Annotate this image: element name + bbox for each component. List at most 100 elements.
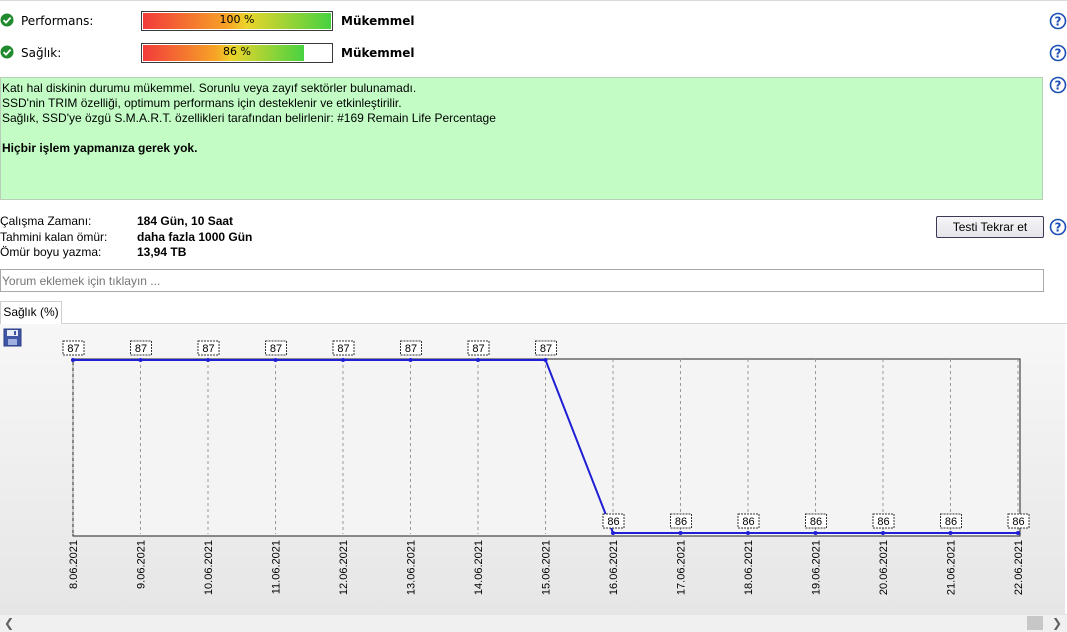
help-icon[interactable]: ?	[1049, 12, 1067, 30]
data-label: 86	[742, 516, 754, 528]
plot-area	[72, 358, 1021, 537]
data-label-box	[1007, 513, 1030, 529]
status-line: Sağlık, SSD'ye özgü S.M.A.R.T. özellikle…	[2, 111, 496, 125]
tab-strip	[0, 323, 1067, 324]
x-tick-label: 22.06.2021	[1013, 540, 1025, 595]
data-label-box	[602, 513, 625, 529]
data-label: 87	[472, 343, 484, 355]
x-tick-label: 15.06.2021	[541, 540, 553, 595]
data-label: 86	[1012, 516, 1024, 528]
x-tick-label: 20.06.2021	[878, 540, 890, 595]
x-tick-label: 8.06.2021	[68, 540, 80, 589]
data-label: 87	[202, 343, 214, 355]
horizontal-scrollbar[interactable]: ❮ ❯	[0, 614, 1067, 632]
x-tick-label: 19.06.2021	[811, 540, 823, 595]
performance-label: Performans:	[21, 14, 94, 28]
data-point	[611, 531, 615, 535]
data-label: 86	[810, 516, 822, 528]
x-tick-label: 14.06.2021	[473, 540, 485, 595]
performance-bar-fill	[143, 13, 331, 29]
comment-input[interactable]	[0, 269, 1044, 292]
remaining-life-value: daha fazla 1000 Gün	[137, 230, 253, 244]
x-tick-label: 12.06.2021	[338, 540, 350, 595]
data-point	[138, 358, 143, 362]
x-tick-label: 18.06.2021	[743, 540, 755, 595]
data-point	[881, 531, 885, 535]
data-point	[408, 358, 413, 362]
data-label-box	[737, 513, 760, 529]
health-chart: 87 8.06.2021 87 9.06.2021 87 10.06.2021 87 11.0…	[62, 340, 1030, 595]
lifetime-writes-label: Ömür boyu yazma:	[0, 245, 102, 259]
scroll-left-icon[interactable]: ❮	[4, 616, 15, 630]
data-point	[71, 358, 75, 362]
data-point	[206, 358, 210, 362]
data-point	[1016, 531, 1020, 535]
x-tick-label: 16.06.2021	[608, 540, 620, 595]
data-label-box	[670, 513, 692, 529]
health-bar: 86 %	[141, 43, 333, 63]
data-label: 86	[945, 516, 957, 528]
data-label-box	[197, 340, 220, 356]
health-label: Sağlık:	[21, 46, 62, 60]
data-label: 87	[540, 343, 552, 355]
status-advice: Hiçbir işlem yapmanıza gerek yok.	[2, 141, 198, 155]
data-label-box	[62, 340, 85, 356]
svg-text:?: ?	[1055, 221, 1062, 235]
data-label-box	[130, 340, 152, 356]
data-label-box	[400, 340, 422, 356]
data-label: 86	[675, 516, 687, 528]
x-tick-label: 9.06.2021	[136, 540, 148, 589]
data-label: 87	[270, 343, 282, 355]
x-tick-label: 10.06.2021	[203, 540, 215, 595]
svg-text:?: ?	[1055, 15, 1062, 29]
data-label: 86	[607, 516, 619, 528]
data-label-box	[940, 513, 962, 529]
data-label: 86	[877, 516, 889, 528]
data-point	[746, 531, 750, 535]
uptime-value: 184 Gün, 10 Saat	[137, 214, 234, 228]
uptime-label: Çalışma Zamanı:	[0, 214, 92, 228]
data-label-box	[332, 340, 355, 356]
save-icon[interactable]	[3, 328, 22, 347]
data-point	[341, 358, 345, 362]
check-icon	[0, 45, 14, 59]
data-label-box	[872, 513, 895, 529]
data-label-box	[535, 340, 557, 356]
data-label-box	[805, 513, 827, 529]
check-icon	[0, 13, 14, 27]
status-line: Katı hal diskinin durumu mükemmel. Sorun…	[2, 81, 417, 95]
x-tick-label: 11.06.2021	[271, 540, 283, 594]
data-label-box	[265, 340, 287, 356]
x-tick-label: 13.06.2021	[406, 540, 418, 595]
lifetime-writes-value: 13,94 TB	[137, 245, 187, 259]
retest-button[interactable]: Testi Tekrar et	[936, 216, 1044, 238]
data-point	[678, 531, 683, 535]
scrollbar-thumb[interactable]	[1027, 616, 1043, 630]
data-point	[273, 358, 278, 362]
x-tick-label: 21.06.2021	[946, 540, 958, 595]
data-label: 87	[67, 343, 79, 355]
health-bar-value: 86 %	[223, 45, 251, 58]
help-icon[interactable]: ?	[1049, 44, 1067, 62]
help-icon[interactable]: ?	[1049, 218, 1067, 236]
status-message-box: Katı hal diskinin durumu mükemmel. Sorun…	[0, 77, 1043, 200]
tab-health[interactable]: Sağlık (%)	[0, 301, 62, 324]
x-tick-label: 17.06.2021	[676, 540, 688, 595]
remaining-life-label: Tahmini kalan ömür:	[0, 230, 108, 244]
top-border	[0, 0, 1067, 1]
data-point	[543, 358, 548, 362]
data-point	[948, 531, 953, 535]
data-label: 87	[337, 343, 349, 355]
status-line: SSD'nin TRIM özelliği, optimum performan…	[2, 96, 402, 110]
performance-rating: Mükemmel	[341, 14, 415, 28]
help-icon[interactable]: ?	[1049, 76, 1067, 94]
data-label: 87	[405, 343, 417, 355]
health-rating: Mükemmel	[341, 46, 415, 60]
health-bar-fill	[143, 45, 305, 61]
performance-bar: 100 %	[141, 11, 333, 31]
data-point	[476, 358, 480, 362]
scroll-right-icon[interactable]: ❯	[1052, 616, 1063, 630]
data-label-box	[467, 340, 490, 356]
svg-text:?: ?	[1055, 47, 1062, 61]
data-label: 87	[135, 343, 147, 355]
